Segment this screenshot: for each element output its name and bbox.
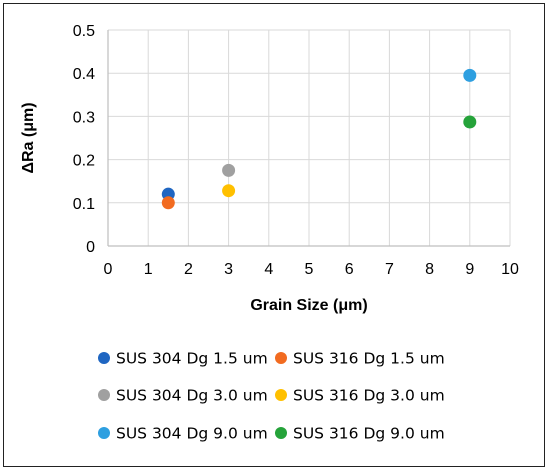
y-tick-label: 0.1 — [73, 196, 95, 213]
legend-marker — [98, 427, 110, 439]
legend-label: SUS 316 Dg 9.0 um — [293, 425, 445, 443]
x-tick-label: 5 — [305, 261, 314, 278]
x-tick-label: 1 — [144, 261, 153, 278]
legend-label: SUS 316 Dg 1.5 um — [293, 350, 445, 368]
x-tick-label: 6 — [345, 261, 354, 278]
x-tick-label: 2 — [184, 261, 193, 278]
grid-lines — [108, 29, 511, 246]
y-axis-title: ΔRa (μm) — [20, 102, 37, 173]
y-tick-label: 0.2 — [73, 153, 95, 170]
data-point — [222, 163, 236, 177]
legend-marker — [98, 352, 110, 364]
legend-label: SUS 304 Dg 3.0 um — [116, 387, 268, 405]
x-tick-label: 3 — [224, 261, 233, 278]
x-tick-label: 4 — [264, 261, 273, 278]
legend-label: SUS 304 Dg 1.5 um — [116, 350, 268, 368]
x-tick-label: 10 — [501, 261, 519, 278]
data-points — [161, 68, 477, 210]
legend-label: SUS 316 Dg 3.0 um — [293, 387, 445, 405]
legend-marker — [275, 352, 287, 364]
x-tick-label: 8 — [425, 261, 434, 278]
legend-label: SUS 304 Dg 9.0 um — [116, 425, 268, 443]
x-axis-title: Grain Size (μm) — [250, 297, 367, 314]
tick-labels: 0 1 2 3 4 5 6 7 8 9 10 0 0.1 0.2 0.3 0.4 0.5 — [73, 23, 519, 278]
x-tick-label: 0 — [104, 261, 113, 278]
data-point — [222, 184, 236, 198]
y-tick-label: 0.4 — [73, 66, 95, 83]
data-point — [463, 68, 477, 82]
legend-item: SUS 316 Dg 1.5 um — [275, 350, 445, 368]
legend-item: SUS 316 Dg 9.0 um — [275, 425, 445, 443]
legend-item: SUS 316 Dg 3.0 um — [275, 387, 445, 405]
y-tick-label: 0 — [86, 239, 95, 256]
axes — [107, 30, 510, 247]
chart-frame — [3, 3, 545, 467]
y-tick-label: 0.5 — [73, 23, 95, 40]
legend-item: SUS 304 Dg 3.0 um — [98, 387, 268, 405]
legend-marker — [275, 427, 287, 439]
data-point — [463, 115, 477, 129]
data-point — [161, 196, 175, 210]
y-tick-label: 0.3 — [73, 109, 95, 126]
legend-marker — [275, 389, 287, 401]
x-tick-label: 9 — [465, 261, 474, 278]
legend-item: SUS 304 Dg 1.5 um — [98, 350, 268, 368]
legend-item: SUS 304 Dg 9.0 um — [98, 425, 268, 443]
legend: SUS 304 Dg 1.5 um SUS 316 Dg 1.5 um SUS 30… — [98, 350, 445, 443]
legend-marker — [98, 389, 110, 401]
x-tick-label: 7 — [385, 261, 394, 278]
